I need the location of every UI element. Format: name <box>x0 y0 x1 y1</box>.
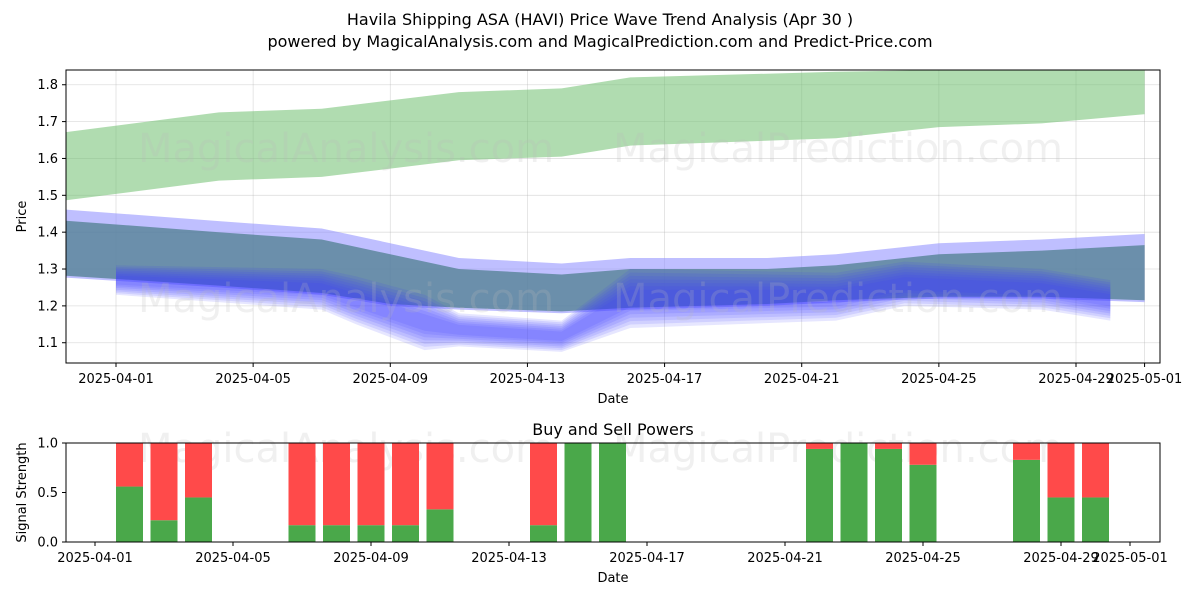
buy-bar <box>288 525 316 542</box>
x-tick-label: 2025-04-01 <box>78 372 154 387</box>
y-tick-label: 0.5 <box>37 486 58 501</box>
chart-title: Havila Shipping ASA (HAVI) Price Wave Tr… <box>346 10 854 29</box>
sell-bar <box>150 443 178 521</box>
sell-bar <box>185 443 212 498</box>
sell-bar <box>530 443 557 526</box>
y-axis-label: Signal Strength <box>15 442 30 542</box>
buy-bar <box>1047 497 1075 542</box>
buy-bar <box>150 520 178 542</box>
y-tick-label: 1.6 <box>37 152 58 167</box>
buy-bar <box>1013 459 1040 542</box>
x-tick-label: 2025-04-21 <box>764 372 840 387</box>
x-tick-label: 2025-04-25 <box>885 551 961 566</box>
y-axis-label: Price <box>15 201 30 233</box>
x-axis-label: Date <box>597 392 628 407</box>
y-tick-label: 1.1 <box>37 336 58 351</box>
sell-bar <box>323 443 350 526</box>
y-tick-label: 1.0 <box>37 437 58 452</box>
x-tick-label: 2025-04-17 <box>609 551 685 566</box>
x-tick-label: 2025-04-17 <box>627 372 703 387</box>
sell-bar <box>392 443 419 526</box>
wave-band-green <box>66 70 1145 201</box>
watermark-prediction: MagicalPrediction.com <box>613 126 1063 172</box>
buy-bar <box>323 525 350 542</box>
sell-bar <box>357 443 385 526</box>
y-tick-label: 1.4 <box>37 226 58 241</box>
watermark-analysis: MagicalAnalysis.com <box>138 126 554 172</box>
wave-band-blue <box>116 264 1111 351</box>
wave-band-blue <box>116 272 1111 345</box>
x-tick-label: 2025-04-05 <box>215 372 291 387</box>
sell-bar <box>116 443 143 487</box>
wave-band-blue <box>116 266 1111 349</box>
x-tick-label: 2025-04-13 <box>490 372 566 387</box>
x-axis-label: Date <box>597 571 628 586</box>
buy-bar <box>116 486 143 542</box>
wave-band-blue <box>116 261 1111 352</box>
buy-bar <box>599 443 626 542</box>
buy-bar <box>530 525 557 542</box>
y-tick-label: 1.5 <box>37 189 58 204</box>
wave-band-blue <box>116 275 1111 341</box>
buy-bar <box>840 443 868 542</box>
sell-bar <box>1082 443 1109 498</box>
buy-bar <box>185 497 212 542</box>
y-tick-label: 1.8 <box>37 78 58 93</box>
x-tick-label: 2025-04-13 <box>471 551 547 566</box>
y-tick-label: 0.0 <box>37 536 58 551</box>
y-tick-label: 1.2 <box>37 299 58 314</box>
x-tick-label: 2025-04-09 <box>333 551 409 566</box>
watermark-prediction: MagicalPrediction.com <box>613 426 1063 472</box>
wave-band-blue <box>116 269 1111 347</box>
wave-band-teal <box>66 220 1145 312</box>
sell-bar <box>426 443 454 510</box>
y-tick-label: 1.3 <box>37 263 58 278</box>
x-tick-label: 2025-04-25 <box>901 372 977 387</box>
x-tick-label: 2025-04-05 <box>195 551 271 566</box>
x-tick-label: 2025-04-01 <box>57 551 133 566</box>
x-tick-label: 2025-04-29 <box>1038 372 1114 387</box>
bar-chart-title: Buy and Sell Powers <box>532 420 694 439</box>
sell-bar <box>806 443 833 449</box>
buy-bar <box>1082 497 1109 542</box>
buy-bar <box>806 448 833 542</box>
x-tick-label: 2025-05-01 <box>1107 372 1183 387</box>
buy-bar <box>426 509 454 542</box>
buy-bar <box>909 464 937 542</box>
sell-bar <box>875 443 902 449</box>
x-tick-label: 2025-04-09 <box>353 372 429 387</box>
sell-bar <box>1013 443 1040 460</box>
y-tick-label: 1.7 <box>37 115 58 130</box>
watermark-prediction: MagicalPrediction.com <box>613 276 1063 322</box>
buy-bar <box>564 443 592 542</box>
buy-bar <box>875 448 902 542</box>
plot-frame <box>65 69 1161 364</box>
x-tick-label: 2025-04-21 <box>747 551 823 566</box>
chart-subtitle: powered by MagicalAnalysis.com and Magic… <box>267 32 933 51</box>
buy-bar <box>392 525 419 542</box>
sell-bar <box>909 443 937 465</box>
x-tick-label: 2025-04-29 <box>1023 551 1099 566</box>
x-tick-label: 2025-05-01 <box>1092 551 1168 566</box>
wave-band-blue <box>116 273 1111 343</box>
sell-bar <box>288 443 316 526</box>
watermark-analysis: MagicalAnalysis.com <box>138 276 554 322</box>
buy-bar <box>357 525 385 542</box>
sell-bar <box>1047 443 1075 498</box>
